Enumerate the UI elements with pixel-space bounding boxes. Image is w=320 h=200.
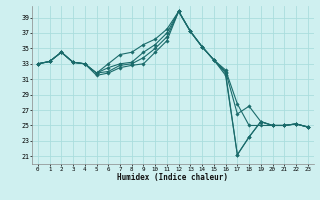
X-axis label: Humidex (Indice chaleur): Humidex (Indice chaleur) xyxy=(117,173,228,182)
